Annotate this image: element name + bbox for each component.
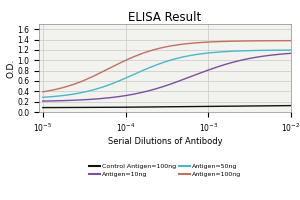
Antigen=10ng [47,100,51,102]
Antigen=10ng [86,98,89,101]
Antigen=10ng [142,91,145,93]
Line: Antigen=10ng: Antigen=10ng [43,53,291,101]
Antigen=100ng [171,44,175,47]
Antigen=50ng [171,58,175,61]
Text: Serial Dilutions of Antibody: Serial Dilutions of Antibody [108,137,222,146]
Control Antigen=100ng [155,106,158,108]
Antigen=100ng [155,48,158,50]
Control Antigen=100ng [47,106,51,109]
Y-axis label: O.D.: O.D. [7,58,16,78]
Legend: Control Antigen=100ng, Antigen=10ng, Antigen=50ng, Antigen=100ng: Control Antigen=100ng, Antigen=10ng, Ant… [88,164,242,177]
Antigen=50ng [142,69,145,71]
Antigen=10ng [170,83,173,85]
Antigen=50ng [289,49,293,51]
Control Antigen=100ng [170,106,173,108]
Antigen=10ng [289,52,293,55]
Antigen=50ng [47,96,51,98]
Antigen=100ng [289,39,293,42]
Antigen=100ng [142,52,145,54]
Control Antigen=100ng [86,106,89,109]
Antigen=100ng [170,45,173,47]
Antigen=10ng [155,87,158,90]
Antigen=10ng [171,82,175,84]
Line: Antigen=50ng: Antigen=50ng [43,50,291,97]
Antigen=50ng [86,90,89,93]
Control Antigen=100ng [41,106,45,109]
Antigen=50ng [41,96,45,99]
Control Antigen=100ng [142,106,145,108]
Line: Antigen=100ng: Antigen=100ng [43,41,291,92]
Title: ELISA Result: ELISA Result [128,11,202,24]
Line: Control Antigen=100ng: Control Antigen=100ng [43,106,291,108]
Antigen=10ng [41,100,45,102]
Control Antigen=100ng [171,106,175,108]
Antigen=100ng [86,78,89,80]
Antigen=100ng [47,90,51,92]
Control Antigen=100ng [289,104,293,107]
Antigen=100ng [41,91,45,93]
Antigen=50ng [170,59,173,61]
Antigen=50ng [155,64,158,66]
